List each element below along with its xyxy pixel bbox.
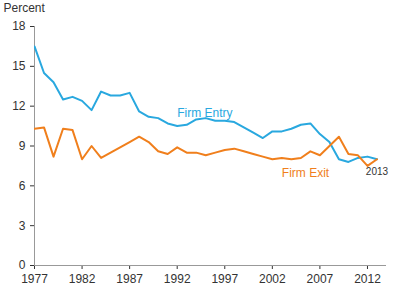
svg-text:12: 12 bbox=[12, 99, 26, 113]
svg-text:3: 3 bbox=[19, 219, 26, 233]
svg-text:1987: 1987 bbox=[116, 272, 143, 286]
svg-text:18: 18 bbox=[12, 19, 26, 33]
svg-text:Firm Entry: Firm Entry bbox=[177, 106, 232, 120]
svg-text:1977: 1977 bbox=[21, 272, 48, 286]
svg-text:6: 6 bbox=[19, 179, 26, 193]
svg-text:2007: 2007 bbox=[307, 272, 334, 286]
svg-text:2013: 2013 bbox=[366, 166, 389, 177]
svg-text:Firm Exit: Firm Exit bbox=[282, 166, 330, 180]
svg-text:15: 15 bbox=[12, 59, 26, 73]
svg-text:1997: 1997 bbox=[211, 272, 238, 286]
svg-text:9: 9 bbox=[19, 139, 26, 153]
svg-text:1992: 1992 bbox=[164, 272, 191, 286]
svg-text:Percent: Percent bbox=[4, 1, 46, 15]
svg-text:1982: 1982 bbox=[69, 272, 96, 286]
svg-text:2002: 2002 bbox=[259, 272, 286, 286]
svg-text:2012: 2012 bbox=[354, 272, 381, 286]
svg-text:0: 0 bbox=[19, 258, 26, 272]
